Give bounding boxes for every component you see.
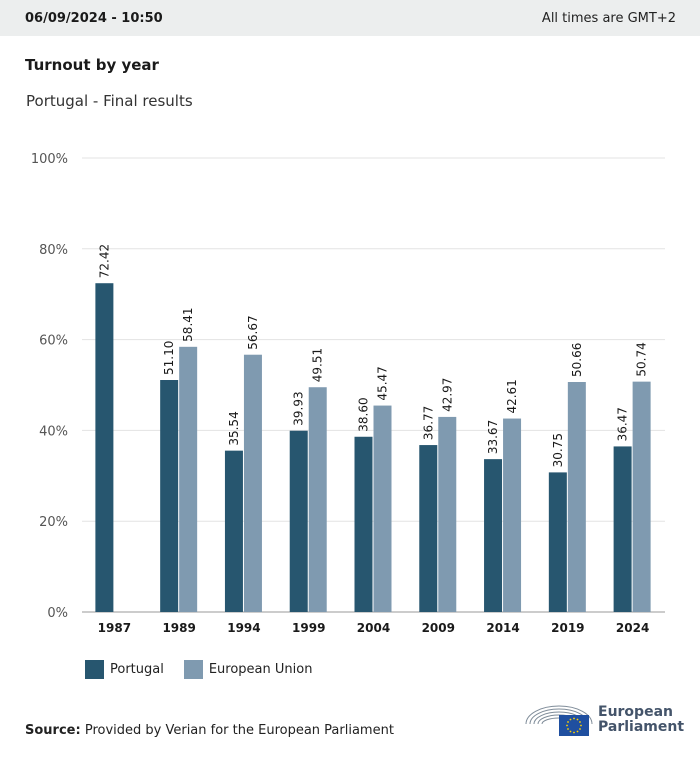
source-label: Source: bbox=[25, 723, 81, 738]
data-label: 50.74 bbox=[635, 342, 649, 376]
data-label: 50.66 bbox=[570, 343, 584, 377]
turnout-bar-chart: 0% 20% 40% 60% 80% 100% 1987 72.42 1989 51.10 58.4… bbox=[31, 152, 665, 635]
data-label: 58.41 bbox=[181, 307, 195, 341]
x-tick-label: 1987 bbox=[98, 621, 131, 635]
data-label: 36.77 bbox=[421, 406, 435, 440]
x-tick-label: 2014 bbox=[486, 621, 519, 635]
x-tick-label: 2024 bbox=[616, 621, 649, 635]
logo-text: European Parliament bbox=[598, 705, 684, 735]
data-label: 51.10 bbox=[162, 341, 176, 375]
bar-eu bbox=[308, 387, 327, 612]
bar-portugal bbox=[484, 459, 503, 612]
bar-portugal bbox=[224, 450, 243, 612]
data-label: 56.67 bbox=[246, 315, 260, 349]
y-tick-label: 100% bbox=[31, 152, 68, 167]
header-bar: 06/09/2024 - 10:50 All times are GMT+2 bbox=[0, 0, 700, 36]
data-label: 72.42 bbox=[97, 244, 111, 278]
y-tick-label: 0% bbox=[47, 606, 68, 621]
data-label: 36.47 bbox=[616, 407, 630, 441]
y-tick-label: 80% bbox=[39, 243, 68, 258]
data-label: 42.61 bbox=[505, 379, 519, 413]
bar-eu bbox=[243, 354, 262, 612]
legend-label-portugal: Portugal bbox=[110, 662, 164, 677]
data-label: 33.67 bbox=[486, 420, 500, 454]
timezone-note: All times are GMT+2 bbox=[541, 10, 676, 26]
eu-swatch-icon bbox=[183, 660, 203, 679]
logo-line-2: Parliament bbox=[598, 719, 685, 735]
data-label: 30.75 bbox=[551, 433, 565, 467]
bar-portugal bbox=[354, 436, 373, 612]
portugal-swatch-icon bbox=[85, 660, 104, 679]
x-tick-label: 1994 bbox=[227, 621, 260, 635]
x-tick-label: 1999 bbox=[292, 621, 325, 635]
data-label: 35.54 bbox=[227, 411, 241, 445]
x-tick-label: 2004 bbox=[357, 621, 390, 635]
bar-eu bbox=[632, 381, 651, 612]
bar-eu bbox=[567, 382, 586, 612]
bar-portugal bbox=[419, 445, 438, 612]
bar-portugal bbox=[95, 283, 114, 612]
x-tick-label: 2009 bbox=[422, 621, 455, 635]
bar-portugal bbox=[548, 472, 567, 612]
data-label: 38.60 bbox=[357, 397, 371, 431]
bar-eu bbox=[438, 416, 457, 612]
legend-label-eu: European Union bbox=[208, 662, 313, 677]
logo-line-1: European bbox=[598, 704, 673, 720]
chart-legend: Portugal European Union bbox=[85, 660, 332, 679]
x-tick-label: 2019 bbox=[551, 621, 584, 635]
chart-subtitle: Portugal - Final results bbox=[26, 92, 193, 110]
bar-portugal bbox=[289, 430, 308, 612]
x-tick-label: 1989 bbox=[162, 621, 195, 635]
legend-item-eu: European Union bbox=[183, 660, 313, 679]
chart-title: Turnout by year bbox=[25, 56, 159, 74]
y-tick-label: 60% bbox=[39, 334, 68, 349]
source-note: Source: Provided by Verian for the Europ… bbox=[25, 723, 394, 738]
bar-eu bbox=[179, 346, 198, 612]
data-label: 45.47 bbox=[376, 366, 390, 400]
legend-item-portugal: Portugal bbox=[85, 660, 164, 679]
source-text: Provided by Verian for the European Parl… bbox=[84, 723, 394, 738]
european-parliament-logo: European Parliament bbox=[524, 700, 684, 740]
data-label: 42.97 bbox=[440, 378, 454, 412]
bar-portugal bbox=[613, 446, 632, 612]
timestamp: 06/09/2024 - 10:50 bbox=[25, 10, 163, 26]
bar-eu bbox=[373, 405, 392, 612]
y-tick-label: 40% bbox=[39, 424, 68, 439]
y-tick-label: 20% bbox=[39, 515, 68, 530]
bar-eu bbox=[503, 418, 522, 612]
bar-portugal bbox=[160, 380, 179, 612]
data-label: 39.93 bbox=[292, 391, 306, 425]
data-label: 49.51 bbox=[311, 348, 325, 382]
parliament-hemicycle-icon bbox=[525, 705, 593, 736]
